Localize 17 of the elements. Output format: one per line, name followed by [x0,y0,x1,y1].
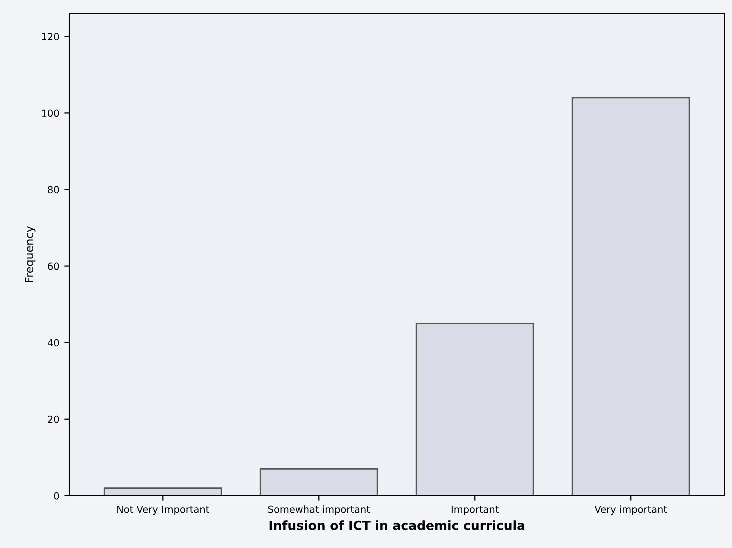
bar [260,468,378,496]
x-tick-label: Not Very Important [118,506,210,516]
y-tick-label: 0 [54,492,60,500]
x-axis-title: Infusion of ICT in academic curricula [270,520,525,530]
x-tick-label: Very important [594,506,668,516]
y-axis-title: Frequency [25,226,36,282]
y-tick-label: 100 [42,110,60,118]
x-tick-label: Important [452,506,499,516]
y-tick-label: 20 [48,416,60,424]
bar [416,323,534,496]
x-tick-label: Somewhat important [268,506,370,516]
y-tick-label: 80 [48,186,60,194]
bar [104,488,222,496]
bar [572,97,690,496]
y-tick-label: 40 [48,339,60,347]
y-tick-label: 120 [42,33,60,40]
y-tick-label: 60 [48,262,60,270]
